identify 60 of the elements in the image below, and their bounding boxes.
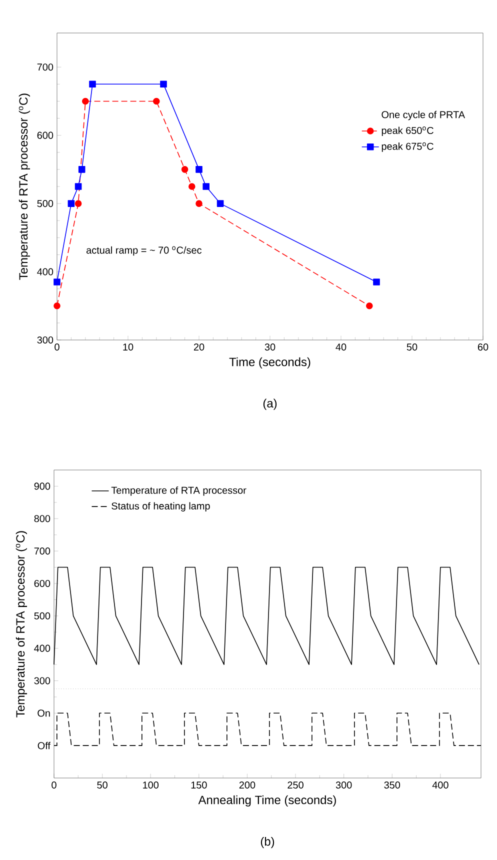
point xyxy=(89,80,96,88)
point xyxy=(160,80,167,88)
point xyxy=(202,183,210,190)
x-tick-label: 0 xyxy=(54,344,60,351)
y-tick-label: 300 xyxy=(34,677,50,684)
y-tick-label: 700 xyxy=(37,64,54,71)
y-tick-label: Off xyxy=(38,742,50,750)
y-tick-label: 800 xyxy=(34,515,50,522)
x-tick-label: 250 xyxy=(288,782,304,789)
point xyxy=(366,302,373,310)
x-tick-label: 400 xyxy=(432,782,448,789)
x-tick-label: 0 xyxy=(52,782,56,789)
y-tick-label: 700 xyxy=(34,548,50,555)
legend-label: peak 675$^{o}$C xyxy=(382,142,434,152)
text: (b) xyxy=(260,836,274,848)
point xyxy=(196,166,202,173)
y-axis-title: Temperature of RTA processor ($^{o}$C) xyxy=(18,94,30,280)
y-tick-label: 300 xyxy=(37,336,54,344)
y-tick-label: 500 xyxy=(37,200,54,208)
x-axis-title: Annealing Time (seconds) xyxy=(198,795,336,807)
point xyxy=(54,302,60,310)
x-tick-label: 60 xyxy=(478,344,488,351)
y-tick-label: 600 xyxy=(34,580,50,587)
point xyxy=(153,98,160,105)
point xyxy=(68,200,75,207)
x-tick-label: 300 xyxy=(336,782,352,789)
y-tick-label: 500 xyxy=(34,612,50,620)
x-tick-label: 40 xyxy=(336,344,346,351)
point xyxy=(54,278,60,286)
point xyxy=(196,200,202,207)
x-tick-label: 50 xyxy=(97,782,108,789)
point xyxy=(74,200,82,207)
y-tick-label: 400 xyxy=(34,644,50,652)
point xyxy=(188,183,196,190)
x-axis-title: Time (seconds) xyxy=(229,357,310,369)
x-tick-label: 150 xyxy=(191,782,207,789)
x-tick-label: 100 xyxy=(143,782,159,789)
point xyxy=(78,166,86,173)
point xyxy=(216,200,224,207)
point xyxy=(181,166,188,173)
point xyxy=(74,183,82,190)
text: (a) xyxy=(263,398,277,410)
legend-label: peak 650$^{o}$C xyxy=(382,126,434,136)
y-tick-label: 600 xyxy=(37,132,54,139)
legend-label: Temperature of RTA processor xyxy=(111,486,246,496)
point xyxy=(82,98,89,105)
x-tick-label: 10 xyxy=(123,344,134,351)
annotation: actual ramp = ~ 70 $^{o}$C/sec xyxy=(86,246,202,256)
x-tick-label: 350 xyxy=(384,782,400,789)
y-axis-title: Temperature of RTA processor ($^{o}$C) xyxy=(16,531,28,718)
x-tick-label: 20 xyxy=(194,344,204,351)
y-tick-label: On xyxy=(38,710,50,717)
y-tick-label: 400 xyxy=(37,268,54,276)
x-tick-label: 30 xyxy=(264,344,276,351)
legend-label: Status of heating lamp xyxy=(112,502,210,512)
legend-title: One cycle of PRTA xyxy=(382,110,466,120)
x-tick-label: 200 xyxy=(239,782,256,789)
y-tick-label: 900 xyxy=(34,482,50,490)
x-tick-label: 50 xyxy=(406,344,418,351)
point xyxy=(373,278,380,286)
